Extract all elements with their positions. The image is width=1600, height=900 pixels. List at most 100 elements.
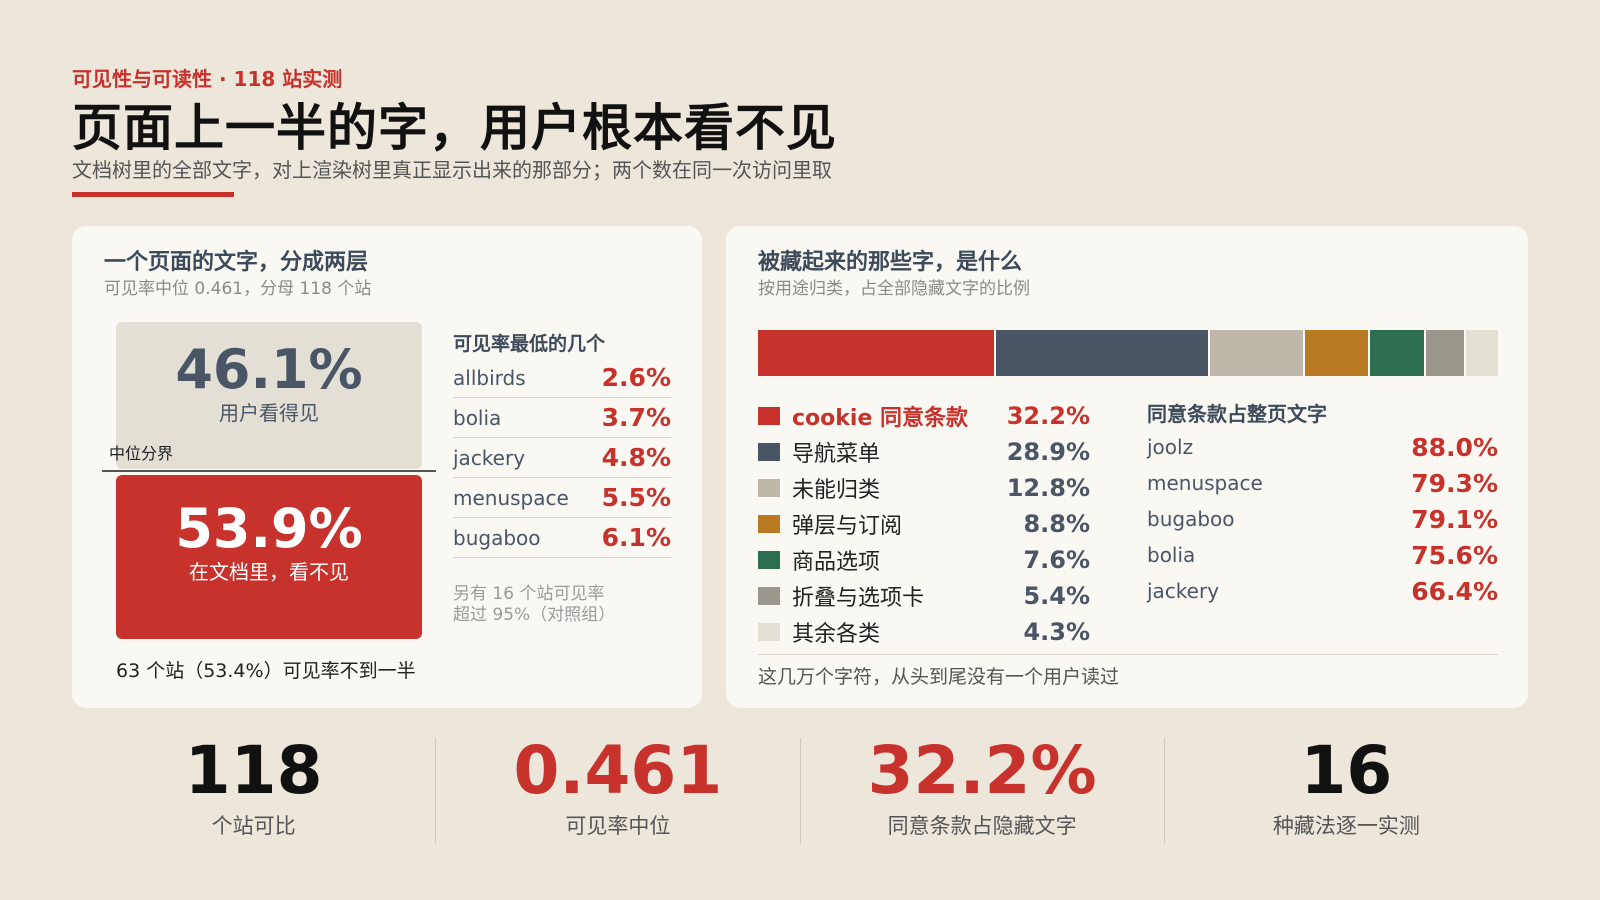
control-group-note-line: 超过 95%（对照组） (453, 605, 616, 625)
lowest-site-name: jackery (453, 445, 526, 470)
consent-site-value: 79.3% (1411, 468, 1498, 498)
legend-row: 弹层与订阅 8.8% (758, 506, 1090, 542)
lowest-site-value: 2.6% (601, 363, 671, 392)
consent-site-value: 66.4% (1411, 576, 1498, 606)
consent-site-value: 79.1% (1411, 504, 1498, 534)
legend-label: 折叠与选项卡 (792, 586, 925, 611)
median-label: 中位分界 (109, 444, 174, 463)
stat-sites: 118 个站可比 (72, 732, 437, 844)
legend-row: 折叠与选项卡 5.4% (758, 578, 1090, 614)
lowest-row: bolia 3.7% (453, 398, 671, 438)
stacked-bar-segment (1426, 330, 1467, 376)
lowest-site-name: bugaboo (453, 525, 541, 550)
lowest-site-name: menuspace (453, 485, 569, 510)
stacked-bar-segment (1304, 330, 1370, 376)
page-title: 页面上一半的字，用户根本看不见 (72, 99, 837, 157)
legend-value: 4.3% (1023, 618, 1090, 646)
lowest-site-value: 5.5% (601, 483, 671, 512)
page-subtitle: 文档树里的全部文字，对上渲染树里真正显示出来的那部分；两个数在同一次访问里取 (72, 158, 832, 182)
stat-number: 16 (1300, 732, 1393, 809)
legend-swatch (758, 623, 780, 641)
stacked-bar-segment (1369, 330, 1427, 376)
legend-row: 其余各类 4.3% (758, 614, 1090, 650)
hidden-text-legend: cookie 同意条款 32.2% 导航菜单 28.9% 未能归类 12.8% 弹层与订阅 8… (758, 398, 1090, 650)
lowest-row: allbirds 2.6% (453, 358, 671, 398)
legend-label: cookie 同意条款 (792, 406, 969, 431)
control-group-note: 另有 16 个站可见率 超过 95%（对照组） (453, 584, 615, 626)
visible-share-label: 用户看得见 (219, 401, 319, 425)
lowest-site-name: bolia (453, 405, 502, 430)
consent-site-name: joolz (1147, 435, 1194, 459)
visibility-card-title: 一个页面的文字，分成两层 (104, 250, 369, 275)
lowest-site-value: 4.8% (601, 443, 671, 472)
consent-site-name: bugaboo (1147, 507, 1235, 531)
consent-share-row: joolz 88.0% (1147, 429, 1498, 465)
lowest-row: bugaboo 6.1% (453, 518, 671, 558)
lowest-site-name: allbirds (453, 365, 526, 390)
stacked-bar-segment (1210, 330, 1305, 376)
hidden-text-stacked-bar (758, 330, 1498, 376)
footer-note: 这几万个字符，从头到尾没有一个用户读过 (758, 666, 1120, 688)
lowest-title: 可见率最低的几个 (453, 333, 606, 355)
legend-row: 商品选项 7.6% (758, 542, 1090, 578)
stat-number: 32.2% (867, 732, 1097, 809)
legend-swatch (758, 587, 780, 605)
legend-swatch (758, 515, 780, 533)
consent-site-name: jackery (1147, 579, 1220, 603)
stat-label: 可见率中位 (565, 814, 671, 838)
legend-label: 其余各类 (792, 622, 881, 647)
kicker: 可见性与可读性 · 118 站实测 (72, 67, 343, 91)
stat-label: 同意条款占隐藏文字 (887, 814, 1077, 838)
consent-site-name: menuspace (1147, 471, 1263, 495)
hidden-text-card-subtitle: 按用途归类，占全部隐藏文字的比例 (758, 279, 1030, 299)
under-half-note: 63 个站（53.4%）可见率不到一半 (116, 660, 416, 682)
median-line (102, 470, 436, 472)
consent-share-row: bolia 75.6% (1147, 537, 1498, 573)
legend-value: 7.6% (1023, 546, 1090, 574)
visible-share-value: 46.1% (175, 338, 363, 401)
stacked-bar-segment (758, 330, 997, 376)
footer-divider (758, 654, 1498, 655)
legend-value: 12.8% (1006, 474, 1090, 502)
hidden-text-card: 被藏起来的那些字，是什么 按用途归类，占全部隐藏文字的比例 cookie 同意条… (726, 226, 1528, 708)
title-rule (72, 192, 234, 197)
control-group-note-line: 另有 16 个站可见率 (453, 584, 605, 604)
legend-label: 导航菜单 (792, 442, 881, 467)
consent-site-value: 88.0% (1411, 432, 1498, 462)
legend-swatch (758, 407, 780, 425)
legend-label: 弹层与订阅 (792, 514, 903, 539)
legend-label: 未能归类 (792, 478, 881, 503)
consent-share-row: menuspace 79.3% (1147, 465, 1498, 501)
consent-share-list: joolz 88.0% menuspace 79.3% bugaboo 79.1% b… (1147, 429, 1498, 609)
legend-value: 8.8% (1023, 510, 1090, 538)
stat-label: 种藏法逐一实测 (1272, 814, 1420, 838)
consent-site-value: 75.6% (1411, 540, 1498, 570)
lowest-row: jackery 4.8% (453, 438, 671, 478)
stat-number: 118 (184, 732, 323, 809)
visible-share-box: 46.1% 用户看得见 (116, 322, 422, 469)
consent-share-title: 同意条款占整页文字 (1147, 402, 1327, 426)
hidden-share-value: 53.9% (175, 497, 363, 560)
legend-row: 导航菜单 28.9% (758, 434, 1090, 470)
stacked-bar-segment (996, 330, 1211, 376)
lowest-row: menuspace 5.5% (453, 478, 671, 518)
legend-value: 5.4% (1023, 582, 1090, 610)
hidden-text-card-title: 被藏起来的那些字，是什么 (758, 250, 1023, 275)
legend-swatch (758, 551, 780, 569)
visibility-card-subtitle: 可见率中位 0.461，分母 118 个站 (104, 279, 372, 299)
legend-swatch (758, 443, 780, 461)
stats-strip: 118 个站可比 0.461 可见率中位 32.2% 同意条款占隐藏文字 16 … (72, 738, 1528, 844)
stat-number: 0.461 (513, 732, 723, 809)
stat-median: 0.461 可见率中位 (436, 732, 801, 844)
hidden-share-box: 53.9% 在文档里，看不见 (116, 475, 422, 639)
consent-share-row: bugaboo 79.1% (1147, 501, 1498, 537)
hidden-share-label: 在文档里，看不见 (189, 560, 349, 584)
consent-site-name: bolia (1147, 543, 1196, 567)
visibility-card: 一个页面的文字，分成两层 可见率中位 0.461，分母 118 个站 46.1%… (72, 226, 702, 708)
legend-row: cookie 同意条款 32.2% (758, 398, 1090, 434)
legend-value: 28.9% (1006, 438, 1090, 466)
legend-value: 32.2% (1006, 402, 1090, 430)
consent-share-row: jackery 66.4% (1147, 573, 1498, 609)
stacked-bar-segment (1466, 330, 1498, 376)
stat-label: 个站可比 (211, 814, 296, 838)
